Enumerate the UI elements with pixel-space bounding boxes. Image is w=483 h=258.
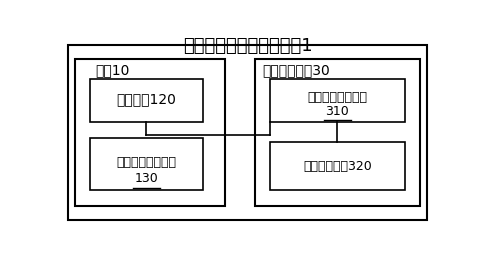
FancyBboxPatch shape [90, 79, 203, 122]
Text: 数据处理组件30: 数据处理组件30 [262, 64, 330, 78]
Text: 数据计算模块320: 数据计算模块320 [303, 159, 372, 173]
Text: 积雪密度原位检测传感器1: 积雪密度原位检测传感器1 [183, 37, 313, 55]
Text: 后端信号处理电路: 后端信号处理电路 [307, 91, 368, 104]
FancyBboxPatch shape [75, 59, 225, 206]
FancyBboxPatch shape [270, 142, 405, 190]
Text: 前端信号处理电路: 前端信号处理电路 [116, 156, 176, 168]
Text: 310: 310 [326, 105, 349, 118]
FancyBboxPatch shape [255, 59, 420, 206]
Text: 探头10: 探头10 [96, 64, 130, 78]
Text: 探测组件120: 探测组件120 [116, 93, 176, 107]
Text: 130: 130 [135, 172, 158, 186]
FancyBboxPatch shape [68, 45, 427, 220]
FancyBboxPatch shape [90, 138, 203, 190]
FancyBboxPatch shape [270, 79, 405, 122]
